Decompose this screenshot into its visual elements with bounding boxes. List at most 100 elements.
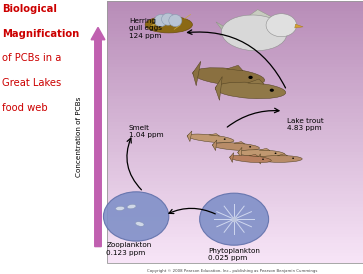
Circle shape bbox=[262, 159, 264, 160]
Bar bbox=[107, 204, 363, 207]
Ellipse shape bbox=[230, 155, 271, 162]
Bar bbox=[107, 60, 363, 64]
Ellipse shape bbox=[127, 204, 136, 209]
Bar bbox=[107, 168, 363, 172]
Text: Great Lakes: Great Lakes bbox=[2, 78, 61, 88]
Text: Herring
gull eggs
124 ppm: Herring gull eggs 124 ppm bbox=[129, 18, 162, 39]
Ellipse shape bbox=[212, 143, 260, 150]
Bar bbox=[107, 243, 363, 247]
Bar bbox=[107, 73, 363, 77]
Bar bbox=[107, 152, 363, 155]
Bar bbox=[107, 54, 363, 57]
Bar bbox=[107, 234, 363, 237]
Bar bbox=[107, 24, 363, 28]
Bar bbox=[107, 5, 363, 8]
Bar bbox=[107, 34, 363, 37]
Ellipse shape bbox=[115, 206, 125, 210]
Text: Lake trout
4.83 ppm: Lake trout 4.83 ppm bbox=[287, 118, 323, 131]
Bar bbox=[107, 83, 363, 86]
Bar bbox=[107, 109, 363, 113]
Bar bbox=[107, 201, 363, 204]
Bar bbox=[107, 116, 363, 119]
Bar bbox=[107, 175, 363, 178]
Ellipse shape bbox=[135, 222, 144, 226]
Bar bbox=[107, 15, 363, 18]
Text: of PCBs in a: of PCBs in a bbox=[2, 53, 61, 63]
Ellipse shape bbox=[221, 15, 287, 51]
Bar bbox=[107, 260, 363, 263]
Polygon shape bbox=[257, 154, 261, 164]
Circle shape bbox=[224, 138, 226, 140]
Polygon shape bbox=[216, 22, 231, 36]
Text: food web: food web bbox=[2, 103, 48, 113]
Bar bbox=[107, 256, 363, 260]
Circle shape bbox=[249, 146, 251, 147]
Bar bbox=[107, 119, 363, 122]
Polygon shape bbox=[230, 153, 234, 162]
Bar bbox=[107, 250, 363, 253]
Polygon shape bbox=[259, 148, 270, 151]
Text: Concentration of PCBs: Concentration of PCBs bbox=[76, 97, 82, 177]
Text: Smelt
1.04 ppm: Smelt 1.04 ppm bbox=[129, 125, 163, 138]
Bar bbox=[107, 185, 363, 188]
Bar bbox=[107, 70, 363, 73]
Polygon shape bbox=[232, 10, 276, 27]
Text: Copyright © 2008 Pearson Education, Inc., publishing as Pearson Benjamin Cumming: Copyright © 2008 Pearson Education, Inc.… bbox=[147, 269, 318, 273]
Bar bbox=[107, 149, 363, 152]
Bar bbox=[107, 103, 363, 106]
Bar bbox=[107, 96, 363, 99]
Bar bbox=[107, 198, 363, 201]
Bar bbox=[107, 132, 363, 135]
Ellipse shape bbox=[238, 150, 285, 157]
Bar bbox=[107, 77, 363, 80]
Bar bbox=[107, 240, 363, 243]
Text: Zooplankton
0.123 ppm: Zooplankton 0.123 ppm bbox=[106, 242, 151, 256]
Bar bbox=[107, 224, 363, 227]
Text: Phytoplankton
0.025 ppm: Phytoplankton 0.025 ppm bbox=[208, 248, 260, 261]
Bar bbox=[107, 217, 363, 221]
Ellipse shape bbox=[154, 15, 167, 27]
Bar bbox=[107, 247, 363, 250]
Ellipse shape bbox=[215, 82, 286, 99]
Polygon shape bbox=[248, 79, 264, 84]
Bar bbox=[107, 207, 363, 211]
Bar bbox=[107, 31, 363, 34]
Polygon shape bbox=[295, 24, 303, 28]
Bar bbox=[107, 139, 363, 142]
Bar bbox=[107, 178, 363, 181]
Polygon shape bbox=[212, 140, 217, 151]
Bar bbox=[107, 145, 363, 149]
Bar bbox=[107, 237, 363, 240]
Circle shape bbox=[266, 14, 297, 37]
Bar bbox=[107, 194, 363, 198]
Ellipse shape bbox=[145, 16, 192, 33]
Circle shape bbox=[274, 153, 277, 154]
Polygon shape bbox=[234, 142, 245, 144]
Circle shape bbox=[270, 89, 274, 92]
Polygon shape bbox=[249, 154, 258, 156]
Ellipse shape bbox=[193, 68, 265, 86]
Text: Biological: Biological bbox=[2, 4, 57, 14]
Bar bbox=[107, 50, 363, 54]
Bar bbox=[107, 221, 363, 224]
Ellipse shape bbox=[162, 13, 175, 25]
Bar bbox=[107, 8, 363, 11]
Bar bbox=[107, 181, 363, 185]
Bar bbox=[107, 172, 363, 175]
Bar bbox=[107, 1, 363, 263]
Polygon shape bbox=[209, 133, 220, 136]
Bar bbox=[107, 165, 363, 168]
Polygon shape bbox=[238, 147, 242, 158]
Bar bbox=[107, 64, 363, 67]
Bar bbox=[107, 28, 363, 31]
Bar bbox=[107, 211, 363, 214]
Bar bbox=[107, 86, 363, 90]
Bar bbox=[107, 21, 363, 24]
Bar bbox=[107, 158, 363, 162]
Bar bbox=[107, 11, 363, 15]
Bar bbox=[107, 80, 363, 83]
Ellipse shape bbox=[257, 156, 302, 162]
Polygon shape bbox=[277, 154, 288, 156]
Bar bbox=[107, 188, 363, 191]
Text: Magnification: Magnification bbox=[2, 29, 79, 39]
